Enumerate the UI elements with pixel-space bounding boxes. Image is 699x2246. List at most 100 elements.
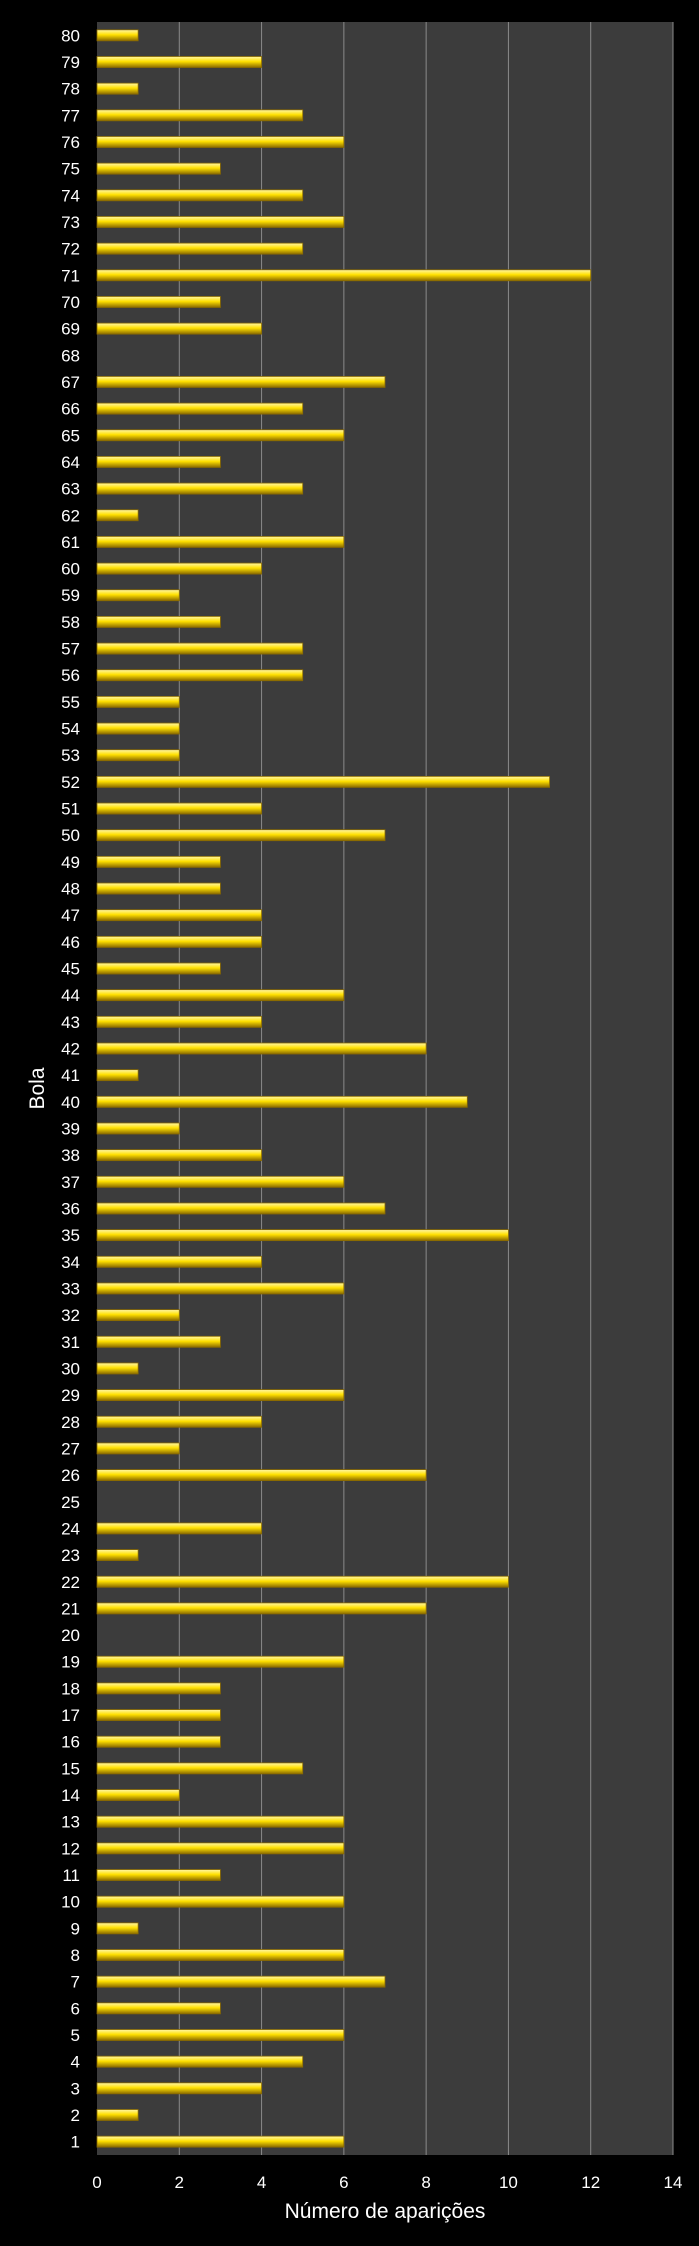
y-tick-label-17: 17 bbox=[61, 1706, 80, 1725]
bar-53 bbox=[96, 749, 180, 762]
y-tick-label-45: 45 bbox=[61, 960, 80, 979]
bar-35 bbox=[96, 1229, 509, 1242]
x-axis-title: Número de aparições bbox=[285, 2200, 486, 2223]
bar-31 bbox=[96, 1335, 221, 1348]
y-tick-label-16: 16 bbox=[61, 1733, 80, 1752]
bar-39 bbox=[96, 1122, 180, 1135]
y-tick-label-37: 37 bbox=[61, 1173, 80, 1192]
bar-42 bbox=[96, 1042, 427, 1055]
bar-44 bbox=[96, 989, 345, 1002]
y-tick-label-63: 63 bbox=[61, 480, 80, 499]
y-tick-label-1: 1 bbox=[71, 2133, 80, 2152]
bar-65 bbox=[96, 429, 345, 442]
y-tick-label-6: 6 bbox=[71, 1999, 80, 2018]
bar-79 bbox=[96, 56, 262, 68]
bar-80 bbox=[96, 29, 139, 42]
bar-15 bbox=[96, 1762, 304, 1775]
bar-2 bbox=[96, 2109, 139, 2121]
bar-5 bbox=[96, 2029, 345, 2041]
bar-23 bbox=[96, 1549, 139, 1561]
bar-66 bbox=[96, 402, 304, 415]
bar-29 bbox=[96, 1389, 345, 1402]
bar-48 bbox=[96, 882, 221, 895]
bar-11 bbox=[96, 1869, 221, 1881]
bar-43 bbox=[96, 1015, 262, 1028]
x-tick-label-14: 14 bbox=[664, 2173, 683, 2192]
y-tick-label-49: 49 bbox=[61, 853, 80, 872]
y-tick-label-62: 62 bbox=[61, 506, 80, 525]
bar-37 bbox=[96, 1175, 345, 1188]
y-tick-label-30: 30 bbox=[61, 1359, 80, 1378]
y-tick-label-44: 44 bbox=[61, 986, 80, 1005]
bar-55 bbox=[96, 695, 180, 708]
y-tick-label-67: 67 bbox=[61, 373, 80, 392]
y-tick-label-78: 78 bbox=[61, 80, 80, 99]
bar-32 bbox=[96, 1309, 180, 1322]
y-tick-label-5: 5 bbox=[71, 2026, 80, 2045]
bar-77 bbox=[96, 109, 304, 122]
bar-57 bbox=[96, 642, 304, 655]
y-tick-label-65: 65 bbox=[61, 426, 80, 445]
bar-52 bbox=[96, 775, 550, 788]
bar-56 bbox=[96, 669, 304, 682]
bar-51 bbox=[96, 802, 262, 815]
bar-63 bbox=[96, 482, 304, 495]
y-tick-label-50: 50 bbox=[61, 826, 80, 845]
bar-7 bbox=[96, 1975, 386, 1988]
bar-14 bbox=[96, 1789, 180, 1801]
y-tick-label-35: 35 bbox=[61, 1226, 80, 1245]
y-tick-label-24: 24 bbox=[61, 1519, 80, 1538]
x-tick-label-10: 10 bbox=[499, 2173, 518, 2192]
y-tick-label-18: 18 bbox=[61, 1679, 80, 1698]
bar-19 bbox=[96, 1655, 345, 1668]
y-tick-label-12: 12 bbox=[61, 1839, 80, 1858]
x-tick-labels: 0 2 4 6 8 10 12 14 bbox=[92, 2173, 682, 2192]
y-tick-label-4: 4 bbox=[71, 2053, 80, 2072]
bar-60 bbox=[96, 562, 262, 575]
y-tick-label-20: 20 bbox=[61, 1626, 80, 1645]
y-tick-label-70: 70 bbox=[61, 293, 80, 312]
bar-46 bbox=[96, 935, 262, 948]
bar-41 bbox=[96, 1069, 139, 1082]
y-tick-label-59: 59 bbox=[61, 586, 80, 605]
y-tick-label-23: 23 bbox=[61, 1546, 80, 1565]
y-tick-label-51: 51 bbox=[61, 800, 80, 819]
y-tick-label-25: 25 bbox=[61, 1493, 80, 1512]
y-tick-label-72: 72 bbox=[61, 240, 80, 259]
y-tick-label-27: 27 bbox=[61, 1439, 80, 1458]
y-tick-label-46: 46 bbox=[61, 933, 80, 952]
bar-54 bbox=[96, 722, 180, 735]
y-tick-label-79: 79 bbox=[61, 53, 80, 72]
x-tick-label-2: 2 bbox=[175, 2173, 184, 2192]
bar-21 bbox=[96, 1602, 427, 1615]
bar-70 bbox=[96, 296, 221, 308]
y-tick-label-60: 60 bbox=[61, 560, 80, 579]
bar-18 bbox=[96, 1682, 221, 1695]
y-tick-label-80: 80 bbox=[61, 26, 80, 45]
y-tick-labels: 1234567891011121314151617181920212223242… bbox=[61, 26, 80, 2151]
y-tick-label-32: 32 bbox=[61, 1306, 80, 1325]
y-tick-label-13: 13 bbox=[61, 1813, 80, 1832]
bar-33 bbox=[96, 1282, 345, 1295]
y-tick-label-76: 76 bbox=[61, 133, 80, 152]
y-tick-label-66: 66 bbox=[61, 400, 80, 419]
x-tick-label-0: 0 bbox=[92, 2173, 101, 2192]
y-tick-label-57: 57 bbox=[61, 640, 80, 659]
bar-4 bbox=[96, 2055, 304, 2068]
y-tick-label-68: 68 bbox=[61, 346, 80, 365]
bar-36 bbox=[96, 1202, 386, 1215]
y-tick-label-61: 61 bbox=[61, 533, 80, 552]
bar-28 bbox=[96, 1415, 262, 1428]
y-tick-label-55: 55 bbox=[61, 693, 80, 712]
bar-67 bbox=[96, 376, 386, 388]
bar-62 bbox=[96, 509, 139, 522]
y-tick-label-77: 77 bbox=[61, 106, 80, 125]
bar-58 bbox=[96, 616, 221, 628]
bar-9 bbox=[96, 1922, 139, 1935]
bar-22 bbox=[96, 1575, 509, 1588]
y-axis-title: Bola bbox=[26, 1067, 49, 1109]
y-tick-label-28: 28 bbox=[61, 1413, 80, 1432]
bars bbox=[96, 29, 592, 2148]
y-tick-label-8: 8 bbox=[71, 1946, 80, 1965]
